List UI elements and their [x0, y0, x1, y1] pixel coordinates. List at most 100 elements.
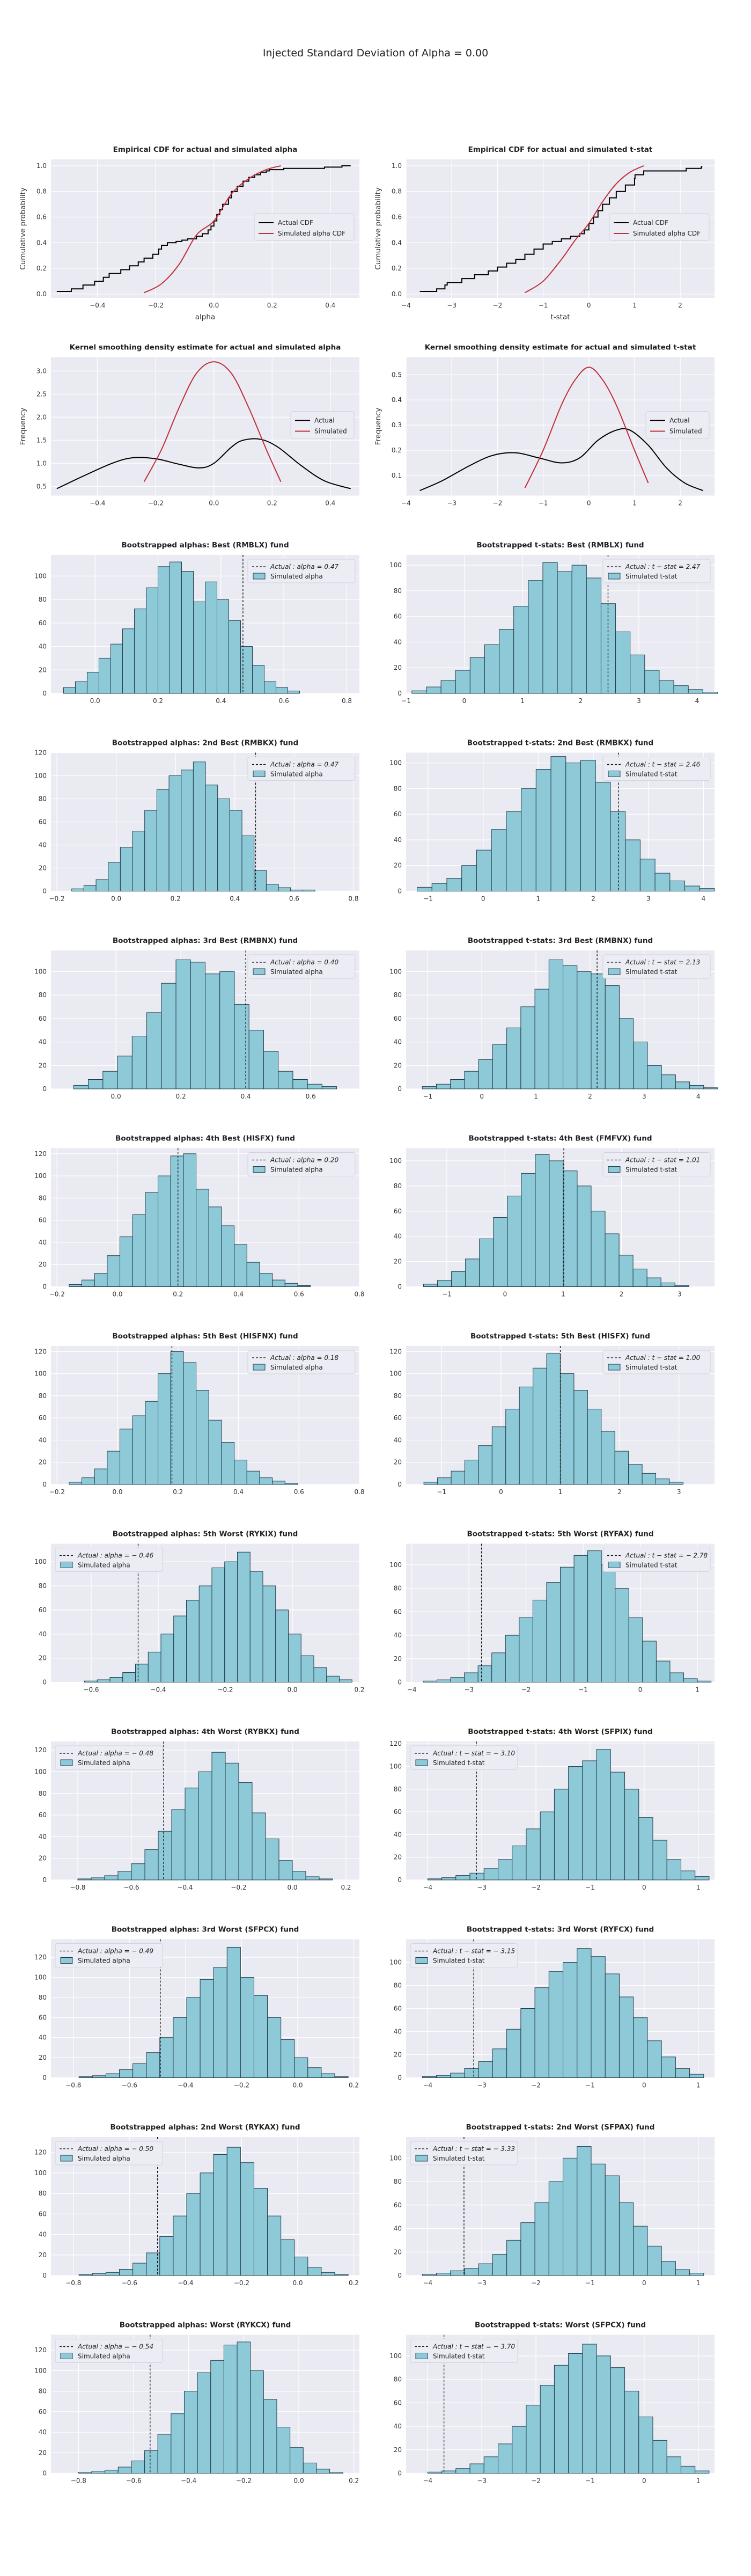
- y-tick-label: 20: [39, 865, 47, 872]
- histogram-bar: [292, 1079, 308, 1089]
- histogram-bar: [88, 1079, 104, 1089]
- histogram-bar: [158, 1175, 171, 1287]
- legend-label: Simulated t-stat: [433, 1759, 485, 1767]
- histogram-bar: [450, 2270, 465, 2276]
- histogram-bar: [450, 2073, 465, 2078]
- legend-label: Actual : t − stat = 1.01: [625, 1157, 700, 1164]
- histogram-bar: [610, 811, 626, 892]
- y-tick-label: 20: [39, 2054, 47, 2061]
- x-tick-label: 0.8: [342, 697, 352, 705]
- x-tick-label: 1: [696, 2477, 701, 2485]
- histogram-bar: [505, 1409, 520, 1485]
- legend: [55, 2339, 163, 2363]
- histogram-bar: [253, 1995, 268, 2078]
- legend-label: Actual : t − stat = − 3.10: [432, 1750, 516, 1757]
- histogram-bar: [587, 1550, 602, 1683]
- histogram-bar: [600, 603, 616, 694]
- x-tick-label: −1: [401, 697, 411, 705]
- legend-label: Simulated t-stat: [625, 771, 678, 778]
- x-tick-label: 0: [642, 2477, 646, 2485]
- x-tick-label: 0.2: [349, 2279, 359, 2287]
- histogram-bar: [248, 1030, 264, 1089]
- x-tick-label: −0.6: [126, 2477, 141, 2485]
- histogram-bar: [483, 2456, 498, 2473]
- histogram-bar: [535, 1154, 550, 1287]
- x-tick-label: 0.2: [267, 302, 277, 309]
- y-tick-label: 1.5: [36, 436, 47, 444]
- histogram-bar: [661, 2057, 676, 2079]
- legend: [410, 2339, 518, 2363]
- y-axis-label: Cumulative probability: [374, 187, 382, 269]
- legend-label: Actual : alpha = 0.20: [270, 1157, 339, 1164]
- histogram-bar: [684, 885, 700, 892]
- histogram-bar: [605, 1233, 620, 1287]
- histogram-bar: [276, 687, 289, 694]
- hist-alpha-5best-panel: Bootstrapped alphas: 5th Best (HISFNX) f…: [34, 1332, 364, 1496]
- histogram-bar: [276, 2427, 291, 2473]
- x-tick-label: −0.6: [122, 2082, 137, 2089]
- y-tick-label: 60: [39, 818, 47, 826]
- y-tick-label: 0: [42, 1283, 47, 1291]
- histogram-bar: [560, 1373, 575, 1485]
- histogram-bar: [437, 1280, 452, 1287]
- legend-label: Simulated alpha: [270, 573, 323, 580]
- series-line: [56, 438, 351, 489]
- y-tick-label: 120: [34, 1953, 47, 1961]
- y-tick-label: 80: [39, 795, 47, 803]
- x-axis-label: alpha: [195, 313, 215, 321]
- x-tick-label: 0: [642, 1884, 646, 1891]
- x-tick-label: −0.4: [90, 302, 105, 309]
- histogram-bar: [313, 1667, 327, 1683]
- histogram-bar: [86, 672, 99, 694]
- histogram-bar: [213, 2154, 227, 2276]
- histogram-bar: [122, 1672, 136, 1683]
- y-tick-label: 100: [34, 572, 47, 580]
- histogram-bar: [131, 1863, 145, 1880]
- y-tick-label: 100: [389, 1370, 402, 1378]
- histogram-bar: [241, 835, 255, 892]
- hist-alpha-2worst-panel: Bootstrapped alphas: 2nd Worst (RYKAX) f…: [34, 2123, 359, 2287]
- x-tick-label: 0.6: [294, 1488, 304, 1496]
- y-tick-label: 20: [394, 1854, 402, 1861]
- y-tick-label: 0.4: [392, 239, 402, 246]
- histogram-bar: [675, 1081, 690, 1089]
- histogram-bar: [219, 971, 235, 1089]
- x-tick-label: 0: [503, 1291, 507, 1298]
- y-tick-label: 80: [39, 596, 47, 603]
- legend-swatch: [60, 1957, 73, 1964]
- panel-title: Kernel smoothing density estimate for ac…: [425, 343, 696, 352]
- x-tick-label: 2: [617, 1488, 622, 1496]
- histogram-bar: [642, 1473, 657, 1485]
- legend-label: Actual CDF: [633, 219, 668, 226]
- histogram-bar: [197, 2372, 211, 2473]
- histogram-bar: [659, 680, 674, 694]
- x-tick-label: −0.8: [70, 1884, 85, 1891]
- histogram-bar: [605, 985, 620, 1089]
- histogram-bar: [520, 2008, 535, 2078]
- histogram-bar: [426, 686, 441, 694]
- histogram-bar: [505, 1635, 520, 1683]
- y-tick-label: 0.2: [392, 265, 402, 272]
- y-tick-label: 100: [34, 968, 47, 975]
- histogram-bar: [69, 1284, 83, 1287]
- histogram-bar: [595, 781, 611, 892]
- histogram-bar: [440, 680, 456, 694]
- y-tick-label: 1.0: [392, 162, 402, 170]
- hist-tstat-4worst-panel: Bootstrapped t-stats: 4th Worst (SFPIX) …: [389, 1728, 715, 1891]
- histogram-bar: [535, 769, 551, 891]
- x-tick-label: −1: [437, 1488, 446, 1496]
- x-tick-label: 0.4: [216, 697, 226, 705]
- histogram-bar: [193, 601, 205, 694]
- y-tick-label: 60: [39, 1217, 47, 1224]
- histogram-bar: [307, 1084, 322, 1089]
- y-tick-label: 100: [389, 759, 402, 767]
- histogram-bar: [234, 1004, 249, 1089]
- y-tick-label: 100: [389, 1959, 402, 1966]
- histogram-bar: [157, 2434, 172, 2474]
- histogram-bar: [619, 2202, 634, 2276]
- legend-swatch: [60, 1759, 73, 1766]
- legend: [602, 559, 711, 583]
- y-tick-label: 0: [397, 2470, 402, 2477]
- histogram-bar: [278, 1071, 293, 1089]
- histogram-bar: [229, 620, 241, 694]
